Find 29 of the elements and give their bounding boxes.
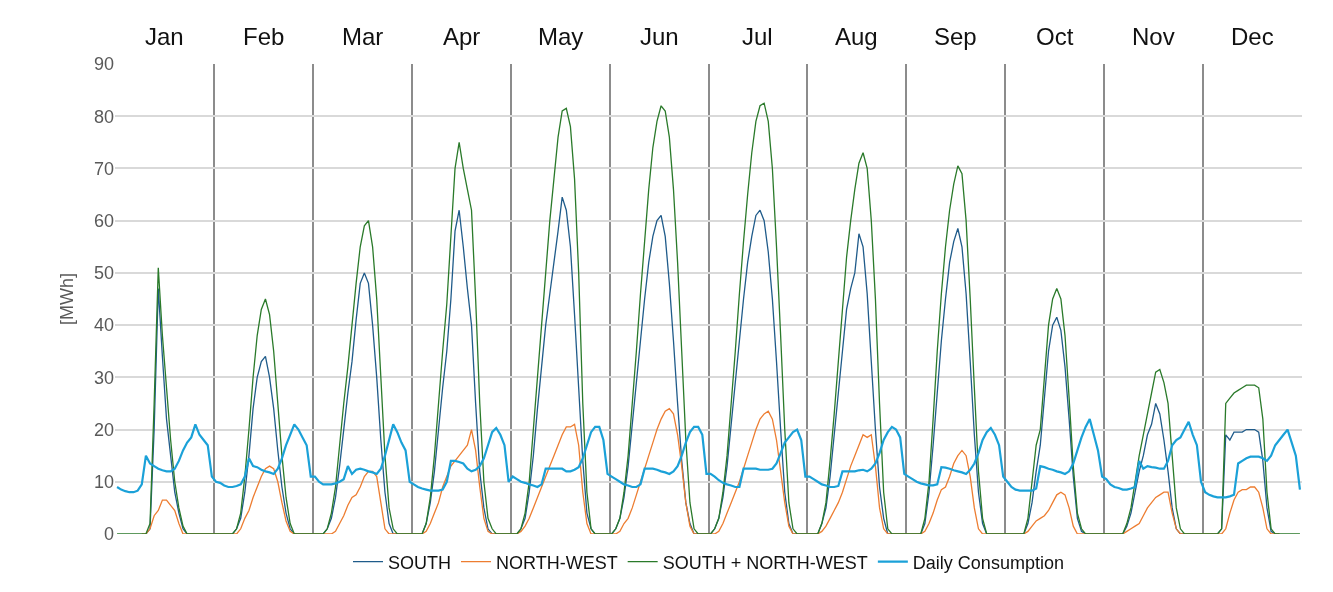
y-tick-label: 90 xyxy=(93,54,114,75)
y-tick-label: 30 xyxy=(93,367,114,388)
y-tick-label: 80 xyxy=(93,106,114,127)
legend-label: SOUTH + NORTH-WEST xyxy=(662,552,868,573)
text: Nov xyxy=(1132,23,1175,50)
text: Jun xyxy=(640,23,679,50)
y-tick-label: 70 xyxy=(93,158,114,179)
legend-label: NORTH-WEST xyxy=(496,552,618,573)
y-tick-label: 20 xyxy=(93,419,114,440)
text: Sep xyxy=(934,23,977,50)
y-axis-title: [MWh] xyxy=(57,273,78,325)
legend-label: Daily Consumption xyxy=(912,552,1064,573)
text: Feb xyxy=(243,23,285,50)
line-series xyxy=(116,102,1301,534)
line-series xyxy=(115,418,1302,499)
text: May xyxy=(538,23,584,50)
text: Oct xyxy=(1036,23,1074,50)
text: Aug xyxy=(835,23,878,50)
y-tick-label: 0 xyxy=(103,524,114,545)
text: Jul xyxy=(742,23,773,50)
text: Dec xyxy=(1231,23,1274,50)
text: Jan xyxy=(145,23,184,50)
legend-label: SOUTH xyxy=(388,552,451,573)
text: Apr xyxy=(443,23,481,50)
text: Mar xyxy=(342,23,384,50)
y-tick-label: 40 xyxy=(93,315,114,336)
y-tick-label: 50 xyxy=(93,263,114,284)
y-tick-label: 10 xyxy=(93,472,114,493)
y-tick-label: 60 xyxy=(93,210,114,231)
